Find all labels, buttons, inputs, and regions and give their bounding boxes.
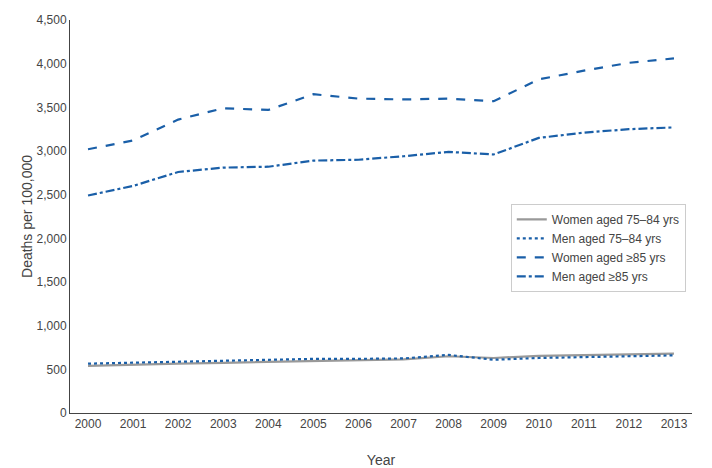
svg-text:2013: 2013 — [661, 417, 688, 431]
svg-text:2,500: 2,500 — [37, 188, 67, 202]
svg-text:3,000: 3,000 — [37, 144, 67, 158]
svg-text:2,000: 2,000 — [37, 232, 67, 246]
svg-text:2009: 2009 — [480, 417, 507, 431]
svg-text:2001: 2001 — [120, 417, 147, 431]
svg-text:2004: 2004 — [255, 417, 282, 431]
svg-text:2007: 2007 — [390, 417, 417, 431]
svg-text:Deaths per 100,000: Deaths per 100,000 — [19, 155, 35, 278]
svg-text:500: 500 — [47, 363, 67, 377]
svg-text:2010: 2010 — [525, 417, 552, 431]
svg-text:2008: 2008 — [435, 417, 462, 431]
svg-text:Women aged ≥85 yrs: Women aged ≥85 yrs — [552, 251, 666, 265]
svg-text:2006: 2006 — [345, 417, 372, 431]
svg-text:2012: 2012 — [616, 417, 643, 431]
svg-text:Year: Year — [367, 452, 396, 468]
svg-text:2005: 2005 — [300, 417, 327, 431]
svg-text:1,500: 1,500 — [37, 275, 67, 289]
svg-text:1,000: 1,000 — [37, 319, 67, 333]
svg-text:2011: 2011 — [571, 417, 597, 431]
svg-text:2002: 2002 — [165, 417, 192, 431]
svg-text:Men aged 75–84 yrs: Men aged 75–84 yrs — [552, 232, 661, 246]
svg-text:Women aged 75–84 yrs: Women aged 75–84 yrs — [552, 213, 679, 227]
svg-text:4,000: 4,000 — [37, 57, 67, 71]
svg-text:2000: 2000 — [75, 417, 102, 431]
svg-text:4,500: 4,500 — [37, 13, 67, 27]
svg-text:3,500: 3,500 — [37, 101, 67, 115]
svg-text:Men aged ≥85 yrs: Men aged ≥85 yrs — [552, 270, 648, 284]
svg-text:0: 0 — [60, 406, 67, 420]
svg-text:2003: 2003 — [210, 417, 237, 431]
